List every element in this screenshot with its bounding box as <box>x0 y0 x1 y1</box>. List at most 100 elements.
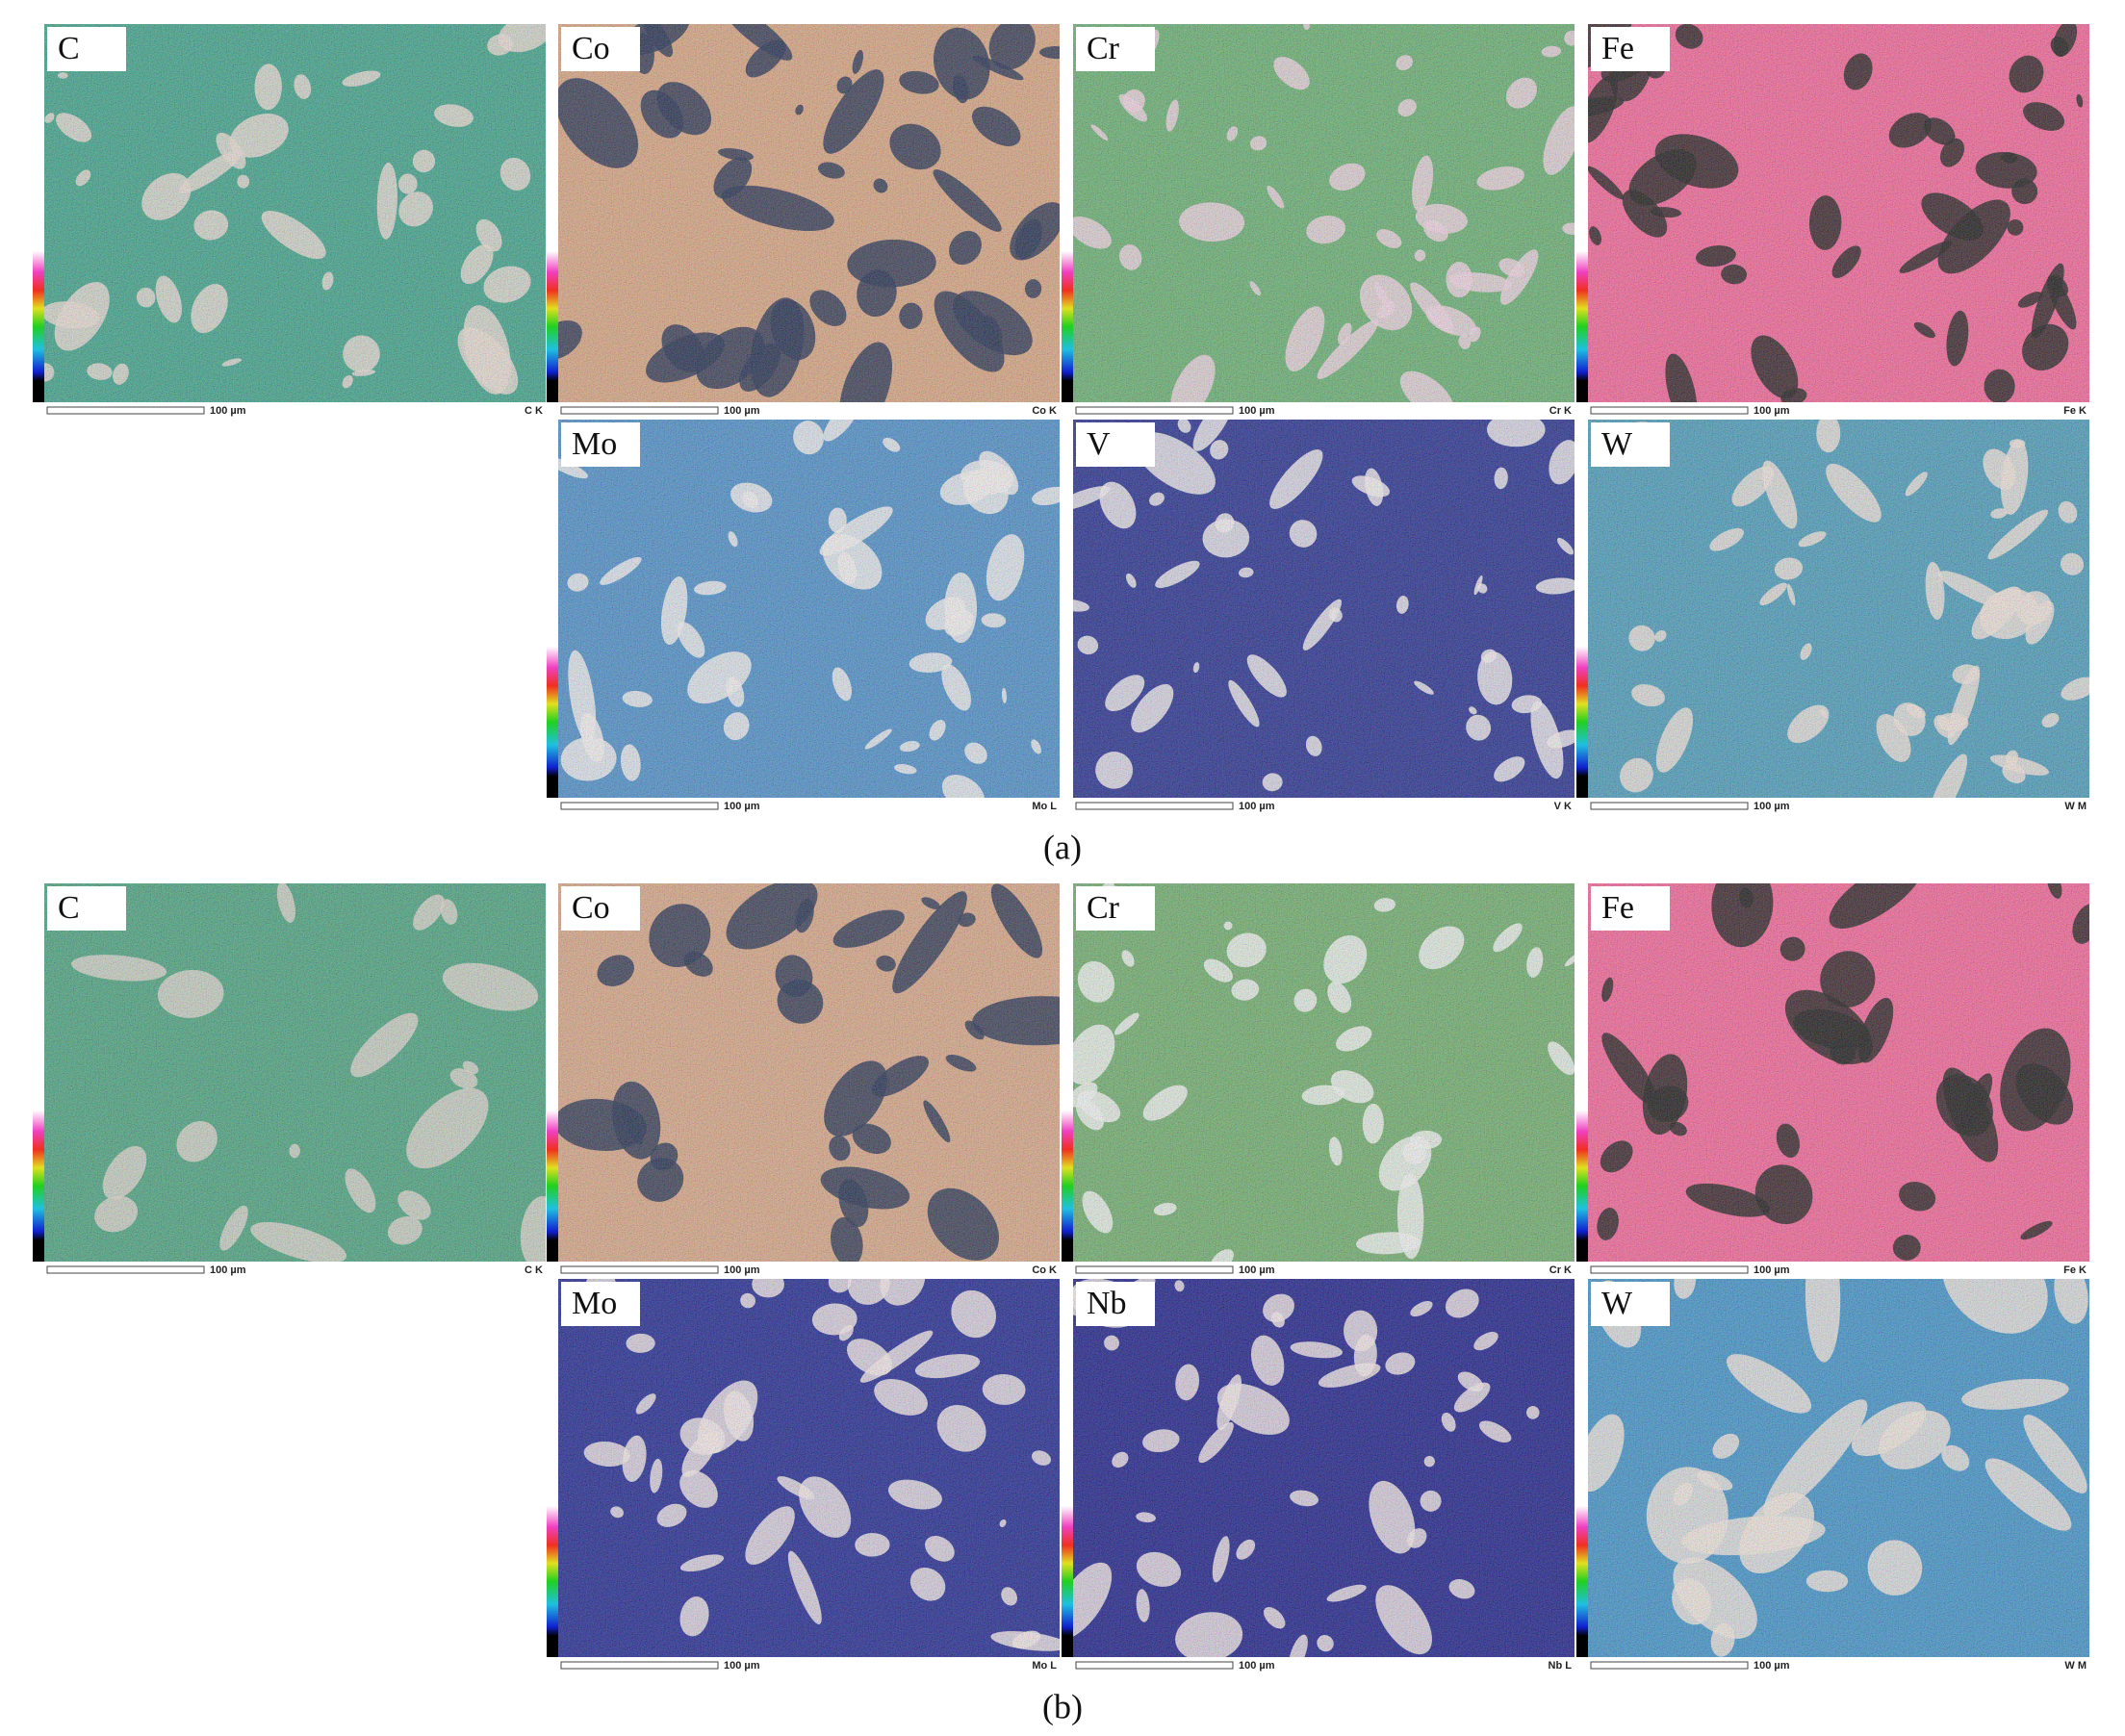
scale-bar-label: 100 µm <box>724 801 760 812</box>
color-scale <box>1062 1110 1073 1262</box>
signal-label: Nb L <box>1549 1660 1573 1672</box>
signal-label: Co K <box>1032 1264 1057 1276</box>
element-label: Mo <box>572 1286 617 1321</box>
color-scale <box>33 1110 44 1262</box>
element-label-box <box>1591 1282 1670 1326</box>
color-scale <box>547 646 558 798</box>
map-noise <box>558 24 1060 402</box>
scale-bar-label: 100 µm <box>210 405 246 417</box>
element-label-box <box>47 886 126 931</box>
signal-label: Co K <box>1032 405 1057 417</box>
element-label: Cr <box>1087 31 1120 66</box>
scale-bar <box>1075 802 1234 810</box>
scale-bar-label: 100 µm <box>1239 1660 1275 1672</box>
element-label: Nb <box>1087 1286 1127 1321</box>
signal-label: Mo L <box>1032 801 1057 812</box>
signal-label: Fe K <box>2063 405 2087 417</box>
signal-label: C K <box>525 1264 543 1276</box>
scale-bar <box>1075 1265 1234 1274</box>
element-map: W <box>1588 420 2089 798</box>
scale-bar <box>560 1661 719 1670</box>
element-map: Mo <box>558 1279 1060 1657</box>
color-scale <box>1062 250 1073 402</box>
map-noise <box>1073 24 1575 402</box>
scale-bar <box>1590 802 1749 810</box>
element-map: V <box>1073 420 1575 798</box>
map-noise <box>1588 420 2089 798</box>
scale-bar-label: 100 µm <box>1239 1264 1275 1276</box>
scale-bar-label: 100 µm <box>1754 1264 1790 1276</box>
element-label-box <box>1591 422 1670 467</box>
scale-bar <box>1075 406 1234 415</box>
element-map: C <box>44 883 546 1262</box>
scale-bar <box>560 406 719 415</box>
element-map: Co <box>558 24 1060 402</box>
element-label: V <box>1087 426 1111 462</box>
element-label-box <box>1591 886 1670 931</box>
color-scale <box>547 1505 558 1657</box>
element-map: C <box>44 24 546 402</box>
element-label: W <box>1601 1286 1633 1321</box>
signal-label: Mo L <box>1032 1660 1057 1672</box>
color-scale <box>1576 1505 1588 1657</box>
map-noise <box>558 420 1060 798</box>
scale-bar <box>1075 1661 1234 1670</box>
color-scale <box>33 250 44 402</box>
element-map: Cr <box>1073 883 1575 1262</box>
color-scale <box>1576 646 1588 798</box>
map-noise <box>558 883 1060 1262</box>
element-label-box <box>1076 1282 1155 1326</box>
part-label: (a) <box>1043 828 1082 866</box>
map-noise <box>44 24 546 402</box>
scale-bar-label: 100 µm <box>724 1660 760 1672</box>
scale-bar <box>1590 1265 1749 1274</box>
map-noise <box>1588 24 2089 402</box>
signal-label: Fe K <box>2063 1264 2087 1276</box>
element-label: Mo <box>572 426 617 462</box>
scale-bar-label: 100 µm <box>1754 801 1790 812</box>
scale-bar <box>560 1265 719 1274</box>
color-scale <box>1062 1505 1073 1657</box>
element-map: Cr <box>1073 24 1575 402</box>
part-label: (b) <box>1042 1687 1083 1725</box>
map-noise <box>1073 883 1575 1262</box>
element-label-box <box>561 422 640 467</box>
signal-label: V K <box>1554 801 1572 812</box>
signal-label: C K <box>525 405 543 417</box>
element-label-box <box>561 27 640 71</box>
map-noise <box>1073 420 1575 798</box>
element-label-box <box>47 27 126 71</box>
element-label: C <box>58 890 80 926</box>
color-scale <box>1576 1110 1588 1262</box>
scale-bar-label: 100 µm <box>724 405 760 417</box>
element-label-box <box>1591 27 1670 71</box>
color-scale <box>547 250 558 402</box>
element-map: Co <box>558 883 1060 1262</box>
signal-label: Cr K <box>1549 1264 1572 1276</box>
element-map: Mo <box>558 420 1060 798</box>
element-label-box <box>1076 27 1155 71</box>
map-noise <box>1588 883 2089 1262</box>
signal-label: W M <box>2064 801 2087 812</box>
signal-label: Cr K <box>1549 405 1572 417</box>
element-map: Fe <box>1588 24 2089 402</box>
element-label: W <box>1601 426 1633 462</box>
element-label: Co <box>572 890 610 926</box>
scale-bar <box>560 802 719 810</box>
element-label-box <box>1076 886 1155 931</box>
element-map: Nb <box>1073 1279 1575 1657</box>
scale-bar <box>1590 1661 1749 1670</box>
signal-label: W M <box>2064 1660 2087 1672</box>
map-noise <box>558 1279 1060 1657</box>
map-noise <box>1073 1279 1575 1657</box>
color-scale <box>1576 250 1588 402</box>
scale-bar-label: 100 µm <box>210 1264 246 1276</box>
scale-bar <box>46 1265 205 1274</box>
element-label: Co <box>572 31 610 66</box>
element-label: C <box>58 31 80 66</box>
element-label: Cr <box>1087 890 1120 926</box>
scale-bar <box>46 406 205 415</box>
map-noise <box>1588 1279 2089 1657</box>
scale-bar-label: 100 µm <box>1239 405 1275 417</box>
